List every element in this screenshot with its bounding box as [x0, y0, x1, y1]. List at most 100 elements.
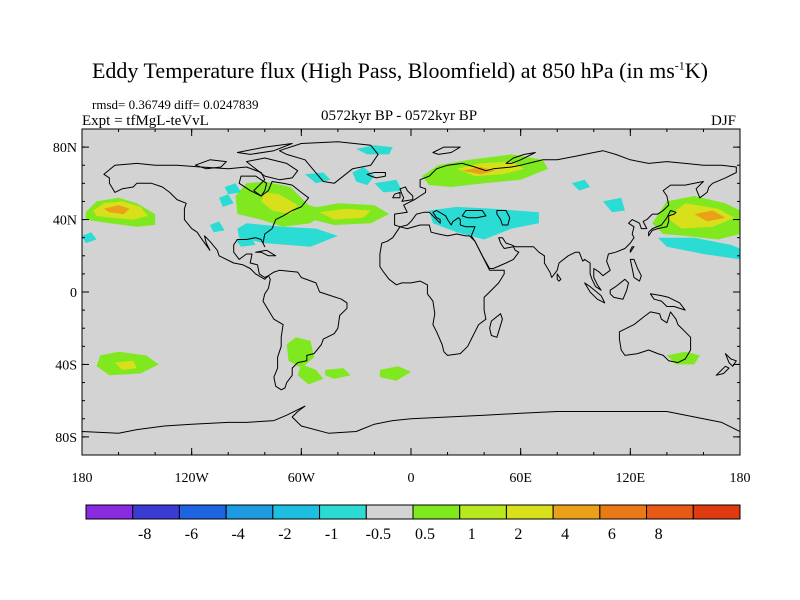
- coastline-new-zealand-north: [724, 353, 737, 367]
- colorbar: -8 -6 -4 -2 -1 -0.5 0.5 1 2 4 6 8: [85, 504, 741, 543]
- colorbar-label: 0.5: [415, 526, 435, 543]
- colorbar-swatch-11: [599, 504, 648, 520]
- colorbar-label: -0.5: [366, 526, 391, 543]
- colorbar-label: 6: [608, 526, 616, 543]
- colorbar-swatch-4: [272, 504, 321, 520]
- map-background: [82, 129, 740, 455]
- lat-tick-label: 40N: [53, 214, 77, 229]
- anomaly-region-17: [462, 167, 496, 175]
- coastline-svalbard: [432, 146, 461, 155]
- axis-tick-labels: 80N 40N 0 40S 80S 180 120W 60W 0 60E 120E 180: [53, 141, 751, 486]
- anomaly-region-7: [319, 208, 371, 220]
- coastline-japan: [648, 210, 677, 237]
- colorbar-swatch-10: [552, 504, 601, 520]
- anomaly-region-8: [224, 183, 241, 195]
- coastline-australia: [618, 311, 692, 364]
- colorbar-label: 8: [655, 526, 663, 543]
- coastline-eurasia: [394, 150, 737, 291]
- coastline-victoria-island: [194, 159, 227, 170]
- lat-tick-label: 0: [70, 286, 77, 301]
- coastline-taiwan: [629, 246, 635, 253]
- coastline-cuba: [255, 249, 277, 257]
- colorbar-label: 1: [468, 526, 476, 543]
- period-label: 0572kyr BP - 0572kyr BP: [321, 108, 478, 124]
- coastline-borneo: [609, 278, 629, 300]
- colorbar-label: 4: [561, 526, 569, 543]
- colorbar-swatch-9: [505, 504, 554, 520]
- anomaly-region-31: [325, 368, 351, 379]
- coastline-madagascar: [489, 313, 503, 338]
- lon-tick-label: 180: [730, 471, 751, 486]
- colorbar-swatch-6: [365, 504, 414, 520]
- anomaly-region-12: [352, 167, 375, 186]
- anomaly-region-3: [82, 232, 97, 244]
- colorbar-swatch-2: [178, 504, 227, 520]
- anomaly-region-21: [571, 179, 591, 191]
- lon-tick-label: 120E: [616, 471, 646, 486]
- coastline-antarctica: [82, 405, 740, 455]
- anomaly-region-13: [237, 223, 338, 247]
- coastline-new-guinea: [649, 293, 686, 311]
- lat-tick-label: 40S: [55, 358, 77, 373]
- coastline-ellesmere: [236, 143, 293, 155]
- anomaly-region-30: [114, 360, 137, 370]
- anomaly-region-11: [305, 172, 331, 184]
- coastline-great-britain: [399, 186, 414, 202]
- coastline-greenland: [278, 141, 379, 184]
- coastline-sumatra: [584, 282, 606, 304]
- lat-tick-label: 80N: [53, 141, 77, 156]
- title-superscript: -1: [674, 58, 685, 73]
- lat-tick-label: 80S: [55, 431, 77, 446]
- coastline-new-zealand-south: [715, 365, 730, 376]
- anomaly-region-22: [602, 197, 625, 213]
- colorbar-swatch-7: [412, 504, 461, 520]
- anomaly-region-32: [379, 366, 411, 381]
- anomaly-region-25: [694, 210, 726, 222]
- colorbar-swatch-0: [85, 504, 134, 520]
- lon-tick-label: 180: [72, 471, 93, 486]
- colorbar-label: -2: [278, 526, 291, 543]
- colorbar-label: -6: [185, 526, 198, 543]
- experiment-label: Expt = tfMgL-teVvL: [82, 113, 209, 129]
- colorbar-label: -8: [138, 526, 151, 543]
- lon-tick-label: 120W: [175, 471, 210, 486]
- colorbar-swatch-5: [319, 504, 367, 520]
- colorbar-swatch-12: [646, 504, 694, 520]
- coastline-caspian-sea: [496, 210, 511, 226]
- axis-ticks: [81, 129, 741, 455]
- coastlines: [82, 141, 740, 455]
- chart-title: Eddy Temperature flux (High Pass, Bloomf…: [0, 58, 800, 84]
- colorbar-swatch-1: [132, 504, 180, 520]
- anomaly-region-10: [209, 221, 225, 233]
- colorbar-swatch-8: [459, 504, 507, 520]
- title-prefix: Eddy Temperature flux (High Pass, Bloomf…: [91, 58, 675, 83]
- coastline-iceland: [366, 172, 386, 179]
- coastline-novaya-zemlya: [505, 152, 536, 164]
- anomaly-region-28: [297, 364, 324, 385]
- coastline-black-sea: [461, 210, 487, 219]
- title-suffix: K): [684, 58, 708, 83]
- lon-tick-label: 60E: [509, 471, 532, 486]
- anomaly-region-2: [103, 205, 130, 215]
- lon-tick-label: 60W: [288, 471, 316, 486]
- anomaly-region-33: [666, 351, 700, 365]
- coastline-philippines: [629, 258, 642, 282]
- colorbar-label: -4: [231, 526, 244, 543]
- anomaly-region-5: [261, 192, 298, 215]
- lon-tick-label: 0: [408, 471, 415, 486]
- colorbar-swatch-13: [692, 504, 741, 520]
- coastline-ireland: [392, 191, 401, 199]
- season-label: DJF: [711, 113, 737, 129]
- stats-label: rmsd= 0.36749 diff= 0.0247839: [92, 97, 259, 112]
- colorbar-swatch-3: [225, 504, 274, 520]
- anomaly-region-19: [374, 179, 402, 193]
- coastline-baffin-island: [246, 157, 299, 181]
- colorbar-label: 2: [514, 526, 522, 543]
- coastline-sri-lanka: [556, 273, 562, 282]
- coastline-south-america: [262, 269, 348, 391]
- coastline-africa: [379, 224, 505, 356]
- coastline-hudson-bay: [238, 175, 268, 197]
- anomaly-fields: [82, 145, 740, 385]
- anomaly-region-9: [219, 194, 234, 207]
